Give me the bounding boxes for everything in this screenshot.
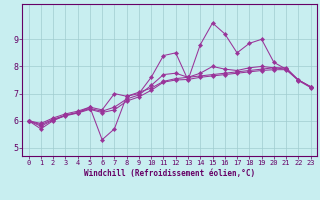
- X-axis label: Windchill (Refroidissement éolien,°C): Windchill (Refroidissement éolien,°C): [84, 169, 255, 178]
